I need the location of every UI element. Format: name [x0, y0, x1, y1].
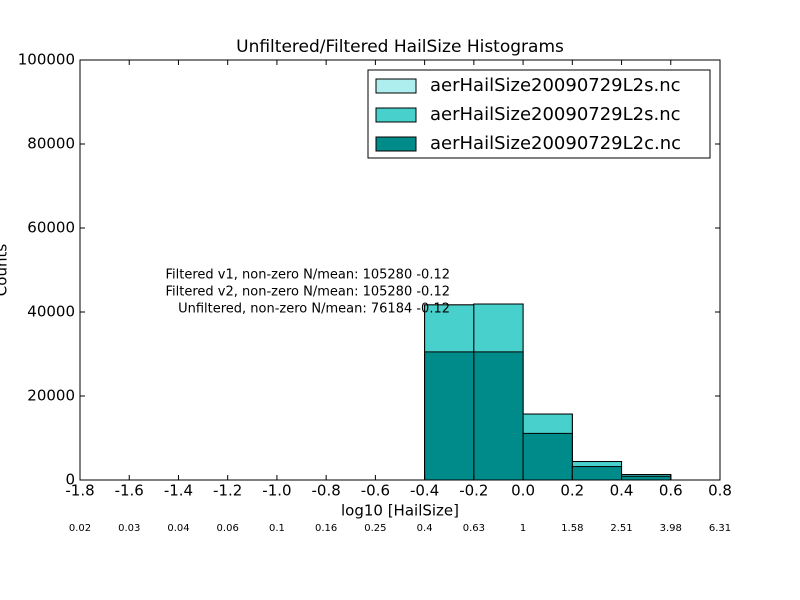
legend-box	[367, 69, 711, 159]
secondary-x-tick-label: 3.98	[660, 523, 682, 534]
secondary-x-tick-label: 6.31	[709, 523, 731, 534]
x-tick-label: -1.0	[262, 482, 291, 500]
legend-swatch	[375, 107, 417, 123]
histogram-bar	[621, 475, 672, 481]
histogram-bar	[522, 432, 573, 481]
x-tick-label: -0.2	[459, 482, 488, 500]
y-tick-label: 40000	[27, 303, 75, 321]
secondary-x-tick-label: 0.03	[118, 523, 140, 534]
secondary-x-tick-label: 0.4	[417, 523, 433, 534]
legend-label: aerHailSize20090729L2c.nc	[430, 133, 681, 154]
y-tick-label: 80000	[27, 135, 75, 153]
histogram-bar	[424, 351, 475, 481]
x-tick-label: -1.8	[65, 482, 94, 500]
annotation: Filtered v1, non-zero N/mean: 105280 -0.…	[166, 268, 451, 283]
x-tick-label: -0.6	[361, 482, 390, 500]
secondary-x-tick-label: 0.63	[463, 523, 485, 534]
x-tick-label: -0.8	[312, 482, 341, 500]
annotation: Filtered v2, non-zero N/mean: 105280 -0.…	[166, 285, 451, 300]
legend-swatch	[375, 78, 417, 94]
secondary-x-tick-label: 2.51	[610, 523, 632, 534]
x-tick-label: -0.4	[410, 482, 439, 500]
legend-label: aerHailSize20090729L2s.nc	[430, 75, 681, 96]
histogram-bar	[473, 351, 524, 481]
secondary-x-tick-label: 0.06	[217, 523, 239, 534]
legend-label: aerHailSize20090729L2s.nc	[430, 104, 681, 125]
x-tick-label: 0.2	[560, 482, 584, 500]
secondary-x-tick-label: 0.04	[167, 523, 189, 534]
y-tick-label: 20000	[27, 387, 75, 405]
secondary-x-tick-label: 0.02	[69, 523, 91, 534]
y-tick-label: 100000	[18, 51, 75, 69]
y-tick-label: 60000	[27, 219, 75, 237]
secondary-x-tick-label: 0.25	[364, 523, 386, 534]
x-tick-label: 0.0	[511, 482, 535, 500]
x-tick-label: 0.8	[708, 482, 732, 500]
x-tick-label: 0.4	[610, 482, 634, 500]
x-tick-label: -1.6	[115, 482, 144, 500]
legend-swatch	[375, 136, 417, 152]
secondary-x-tick-label: 1.58	[561, 523, 583, 534]
x-tick-label: -1.2	[213, 482, 242, 500]
secondary-x-tick-label: 0.1	[269, 523, 285, 534]
chart-title: Unfiltered/Filtered HailSize Histograms	[236, 37, 564, 57]
x-axis-label: log10 [HailSize]	[341, 502, 459, 520]
histogram-bar	[571, 466, 623, 481]
secondary-x-tick-label: 1	[520, 523, 526, 534]
y-tick-label: 0	[65, 471, 75, 489]
x-tick-label: 0.6	[659, 482, 683, 500]
secondary-x-tick-label: 0.16	[315, 523, 337, 534]
plot-frame	[79, 59, 721, 481]
annotation: Unfiltered, non-zero N/mean: 76184 -0.12	[178, 302, 450, 317]
x-tick-label: -1.4	[164, 482, 193, 500]
y-axis-label: Counts	[0, 244, 11, 297]
